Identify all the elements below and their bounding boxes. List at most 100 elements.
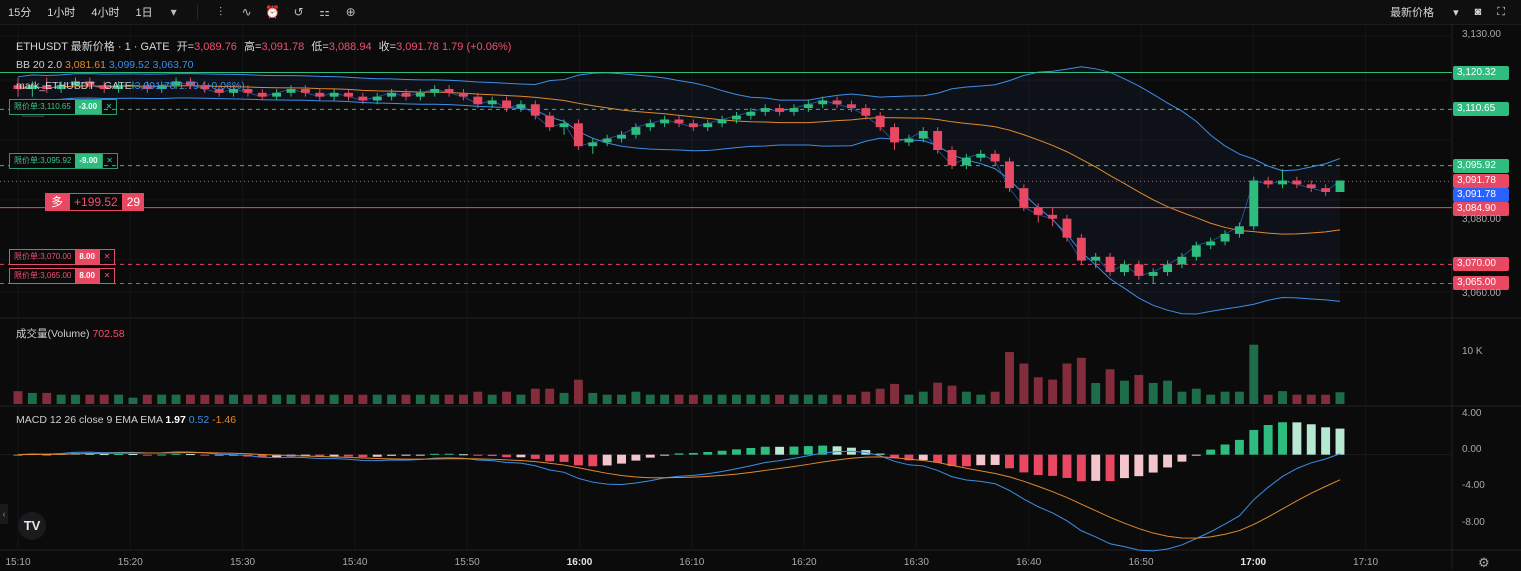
close-icon[interactable]: ✕ xyxy=(98,250,114,264)
close-icon[interactable]: ✕ xyxy=(101,100,116,114)
volume-bar xyxy=(1177,391,1187,404)
macd-line xyxy=(17,450,1341,552)
limit-order-tag[interactable]: 限价单:3,095.92 -9.00 ✕ xyxy=(9,153,118,169)
volume-bar xyxy=(114,394,124,404)
volume-bar xyxy=(1033,377,1043,404)
volume-bar xyxy=(861,391,871,404)
camera-icon[interactable]: ◙ xyxy=(1474,6,1482,18)
price-type-select[interactable]: 最新价格 ▾ xyxy=(1390,7,1459,19)
volume-bar xyxy=(617,394,626,404)
macd-histogram-bar xyxy=(559,454,569,462)
macd-histogram-bar xyxy=(329,454,339,457)
fullscreen-icon[interactable]: ⛶ xyxy=(1497,5,1505,18)
timeframe-1d[interactable]: 1日 xyxy=(135,7,153,19)
position-pnl: +199.52 xyxy=(69,193,123,211)
volume-bar xyxy=(1249,344,1259,404)
limit-order-tag[interactable]: 限价单:3,070.00 8.00 ✕ xyxy=(9,249,115,265)
volume-bar xyxy=(71,394,80,404)
timeframe-4h[interactable]: 4小时 xyxy=(91,7,120,19)
volume-bar xyxy=(1005,352,1014,404)
macd-histogram-bar xyxy=(372,454,382,457)
macd-histogram-bar xyxy=(717,450,727,455)
macd-histogram-bar xyxy=(444,453,454,455)
macd-histogram-bar xyxy=(688,452,698,455)
bb-mid-value: 3,081.61 xyxy=(65,59,106,71)
time-axis-label: 16:00 xyxy=(566,557,593,568)
compare-icon[interactable]: ⚏ xyxy=(319,5,330,19)
volume-bar xyxy=(286,394,296,404)
macd-histogram-bar xyxy=(13,454,23,456)
timeframe-15m[interactable]: 15分 xyxy=(8,7,32,19)
candle xyxy=(487,100,497,105)
time-axis-label: 17:10 xyxy=(1353,557,1379,568)
macd-histogram-bar xyxy=(1120,454,1129,479)
volume-bar xyxy=(1321,394,1331,404)
time-axis-label: 16:20 xyxy=(791,557,817,568)
candle xyxy=(688,123,698,128)
replay-icon[interactable]: ↺ xyxy=(293,5,304,19)
chevron-down-icon[interactable]: ▾ xyxy=(170,5,177,19)
close-icon[interactable]: ✕ xyxy=(101,154,117,168)
candle xyxy=(789,108,799,112)
collapse-sidebar-icon[interactable]: ‹ xyxy=(0,504,8,524)
volume-axis-label: 10 K xyxy=(1462,346,1483,357)
top-toolbar: 15分 1小时 4小时 1日 ▾ ⫶ ∿ ⏰ ↺ ⚏ ⊕ 最新价格 ▾ ◙ ⛶ xyxy=(0,0,1521,25)
gear-icon[interactable]: ⚙ xyxy=(1478,555,1490,570)
volume-bar xyxy=(602,394,612,404)
chart-style-icon[interactable]: ∿ xyxy=(241,5,252,19)
macd-histogram-bar xyxy=(1177,454,1187,462)
volume-bar xyxy=(1163,380,1173,404)
candle xyxy=(545,115,555,128)
macd-histogram-bar xyxy=(229,454,238,456)
macd-histogram-bar xyxy=(803,446,813,455)
volume-bar xyxy=(372,394,382,404)
volume-bar xyxy=(1263,394,1273,404)
bb-lower-value: 3,063.70 xyxy=(152,59,194,71)
volume-bar xyxy=(415,394,425,404)
macd-histogram-bar xyxy=(789,446,799,455)
mark-value: 3,091.78 xyxy=(134,80,176,92)
macd-histogram-bar xyxy=(1091,454,1101,481)
macd-histogram-bar xyxy=(617,454,626,464)
alert-icon[interactable]: ⏰ xyxy=(265,5,281,19)
volume-bar xyxy=(688,394,698,404)
candle xyxy=(530,104,540,116)
candle xyxy=(71,81,80,86)
price-axis-tag: 3,091.78 xyxy=(1453,188,1509,203)
price-axis-tag: 3,065.00 xyxy=(1453,276,1509,291)
macd-histogram-bar xyxy=(99,454,109,456)
order-qty: -3.00 xyxy=(74,100,102,114)
volume-bar xyxy=(1019,363,1029,404)
add-icon[interactable]: ⊕ xyxy=(345,5,356,19)
limit-order-tag[interactable]: 限价单:3,110.65 -3.00 ✕ xyxy=(9,99,118,115)
volume-bar xyxy=(631,391,641,404)
macd-histogram-bar xyxy=(933,454,943,463)
candle xyxy=(114,85,124,90)
price-axis-tag: 3,084.90 xyxy=(1453,202,1509,217)
order-qty: -9.00 xyxy=(75,154,102,168)
order-qty: 8.00 xyxy=(75,250,99,264)
order-label: 限价单:3,110.65 xyxy=(10,100,75,114)
volume-bar xyxy=(257,394,267,404)
candle xyxy=(1321,188,1331,192)
candle xyxy=(142,85,152,90)
time-axis-label: 16:10 xyxy=(679,557,705,568)
chart-canvas[interactable] xyxy=(0,24,1521,569)
mark-legend: mark_ETHUSDT · GATE 3,091.78 1.79 (+0.06… xyxy=(16,80,245,92)
timeframe-1h[interactable]: 1小时 xyxy=(47,7,76,19)
indicator-icon[interactable]: ⫶ xyxy=(219,4,223,19)
volume-bar xyxy=(185,394,195,404)
close-value: 3,091.78 xyxy=(396,41,439,53)
candle xyxy=(645,123,655,128)
macd-histogram-bar xyxy=(890,454,899,459)
macd-label: MACD 12 26 close 9 EMA EMA xyxy=(16,414,163,426)
candle xyxy=(760,108,770,112)
order-label: 限价单:3,070.00 xyxy=(10,250,76,264)
bb-upper-value: 3,099.52 xyxy=(108,59,150,71)
limit-order-tag[interactable]: 限价单:3,065.00 8.00 ✕ xyxy=(9,268,115,284)
macd-histogram-bar xyxy=(1249,429,1259,455)
close-icon[interactable]: ✕ xyxy=(98,269,114,283)
position-tag[interactable]: 多 +199.52 29 xyxy=(45,193,145,211)
candle xyxy=(99,85,109,90)
macd-histogram-bar xyxy=(272,454,282,458)
